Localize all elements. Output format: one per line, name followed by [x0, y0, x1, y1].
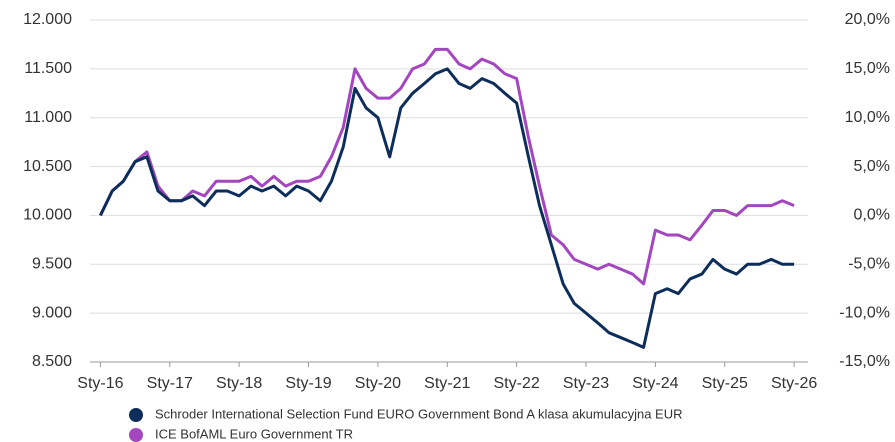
y-tick-label: 10.500	[23, 158, 72, 175]
x-tick-label: Sty-24	[632, 375, 678, 392]
x-tick-label: Sty-20	[355, 375, 401, 392]
legend-label: Schroder International Selection Fund EU…	[155, 406, 683, 421]
x-tick-label: Sty-16	[77, 375, 123, 392]
legend-marker	[129, 428, 143, 442]
y2-tick-label: -10,0%	[839, 304, 890, 321]
y2-tick-label: 10,0%	[845, 109, 890, 126]
x-tick-label: Sty-21	[424, 375, 470, 392]
series-line	[99, 67, 795, 349]
x-tick-label: Sty-23	[563, 375, 609, 392]
x-tick-label: Sty-25	[702, 375, 748, 392]
y-tick-label: 11.500	[24, 60, 72, 77]
legend-marker	[129, 408, 143, 422]
x-tick-label: Sty-17	[147, 375, 193, 392]
y2-tick-label: -5,0%	[848, 256, 890, 273]
y-tick-label: 9.000	[32, 304, 72, 321]
x-tick-label: Sty-22	[494, 375, 540, 392]
series-line	[99, 47, 795, 286]
y2-tick-label: 0,0%	[854, 207, 890, 224]
y-tick-label: 10.000	[23, 207, 72, 224]
y2-tick-label: -15,0%	[839, 353, 890, 370]
x-tick-label: Sty-18	[216, 375, 262, 392]
y2-tick-label: 15,0%	[845, 60, 890, 77]
y2-tick-label: 5,0%	[854, 158, 890, 175]
y-tick-label: 11.000	[24, 109, 72, 126]
x-tick-label: Sty-26	[771, 375, 817, 392]
x-tick-label: Sty-19	[285, 375, 331, 392]
legend-label: ICE BofAML Euro Government TR	[155, 426, 353, 441]
y-tick-label: 12.000	[23, 11, 72, 28]
y-tick-label: 9.500	[32, 256, 72, 273]
y2-tick-label: 20,0%	[845, 11, 890, 28]
y-tick-label: 8.500	[32, 353, 72, 370]
